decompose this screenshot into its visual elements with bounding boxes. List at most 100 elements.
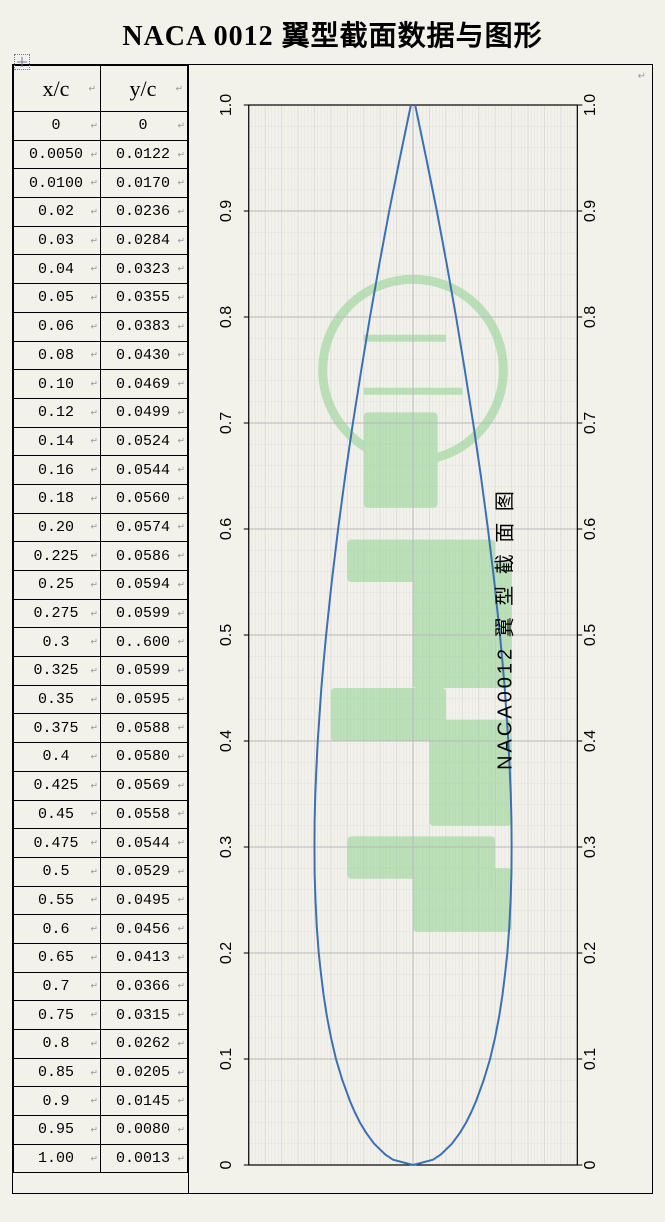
table-row: 0.18↵0.0560↵ (14, 484, 188, 513)
table-row: 0.05↵0.0355↵ (14, 284, 188, 313)
table-cell: 0.5↵ (14, 857, 101, 886)
table-cell: 0.0323↵ (101, 255, 188, 284)
table-row: 0.55↵0.0495↵ (14, 886, 188, 915)
svg-text:0.7: 0.7 (218, 412, 235, 434)
table-row: 0↵0↵ (14, 112, 188, 141)
table-cell: 0.16↵ (14, 456, 101, 485)
content-frame: x/c↵ y/c↵ 0↵0↵0.0050↵0.0122↵0.0100↵0.017… (12, 64, 653, 1194)
table-cell: 0.0456↵ (101, 915, 188, 944)
svg-text:0.2: 0.2 (218, 942, 235, 964)
table-cell: 0.0580↵ (101, 743, 188, 772)
table-cell: 0.0599↵ (101, 599, 188, 628)
svg-text:0.8: 0.8 (218, 306, 235, 328)
table-cell: 0.0262↵ (101, 1030, 188, 1059)
table-header-row: x/c↵ y/c↵ (14, 66, 188, 112)
table-cell: 0.05↵ (14, 284, 101, 313)
table-row: 0.45↵0.0558↵ (14, 800, 188, 829)
table-cell: 0.0529↵ (101, 857, 188, 886)
table-row: 0.4↵0.0580↵ (14, 743, 188, 772)
table-cell: 0.06↵ (14, 312, 101, 341)
table-cell: 0.0205↵ (101, 1058, 188, 1087)
table-cell: 0.375↵ (14, 714, 101, 743)
table-cell: 0.10↵ (14, 370, 101, 399)
data-table-wrap: x/c↵ y/c↵ 0↵0↵0.0050↵0.0122↵0.0100↵0.017… (13, 65, 189, 1193)
table-row: 0.8↵0.0262↵ (14, 1030, 188, 1059)
airfoil-chart-wrap: ↵ 00.10.20.30.40.50.60.70.80.91.000.10.2… (189, 65, 652, 1193)
table-row: 0.08↵0.0430↵ (14, 341, 188, 370)
svg-text:0.3: 0.3 (218, 836, 235, 858)
table-cell: 0.45↵ (14, 800, 101, 829)
table-cell: 0..600↵ (101, 628, 188, 657)
table-cell: 0.0544↵ (101, 456, 188, 485)
table-cell: 0.0100↵ (14, 169, 101, 198)
svg-text:0.3: 0.3 (582, 836, 599, 858)
table-cell: 0.85↵ (14, 1058, 101, 1087)
table-cell: 0.0430↵ (101, 341, 188, 370)
svg-text:1.0: 1.0 (218, 94, 235, 116)
svg-text:0.8: 0.8 (582, 306, 599, 328)
table-cell: 1.00↵ (14, 1144, 101, 1173)
table-cell: 0↵ (14, 112, 101, 141)
table-cell: 0.3↵ (14, 628, 101, 657)
table-row: 0.225↵0.0586↵ (14, 542, 188, 571)
table-cell: 0.0599↵ (101, 657, 188, 686)
table-cell: 0.225↵ (14, 542, 101, 571)
table-cell: 0.0383↵ (101, 312, 188, 341)
svg-text:0: 0 (582, 1160, 599, 1169)
table-row: 0.12↵0.0499↵ (14, 398, 188, 427)
table-row: 0.475↵0.0544↵ (14, 829, 188, 858)
svg-text:0.9: 0.9 (218, 200, 235, 222)
table-cell: 0.95↵ (14, 1116, 101, 1145)
table-cell: 0.425↵ (14, 771, 101, 800)
airfoil-data-table: x/c↵ y/c↵ 0↵0↵0.0050↵0.0122↵0.0100↵0.017… (13, 65, 188, 1173)
table-row: 0.85↵0.0205↵ (14, 1058, 188, 1087)
table-row: 0.04↵0.0323↵ (14, 255, 188, 284)
table-cell: 0.7↵ (14, 972, 101, 1001)
table-cell: 0.18↵ (14, 484, 101, 513)
table-cell: 0.0499↵ (101, 398, 188, 427)
table-row: 0.275↵0.0599↵ (14, 599, 188, 628)
table-row: 0.7↵0.0366↵ (14, 972, 188, 1001)
table-cell: 0.55↵ (14, 886, 101, 915)
table-row: 0.10↵0.0469↵ (14, 370, 188, 399)
table-cell: 0.0315↵ (101, 1001, 188, 1030)
svg-text:0.5: 0.5 (582, 624, 599, 646)
airfoil-chart: 00.10.20.30.40.50.60.70.80.91.000.10.20.… (189, 65, 652, 1193)
table-cell: 0.0560↵ (101, 484, 188, 513)
svg-text:0.6: 0.6 (582, 518, 599, 540)
table-row: 0.95↵0.0080↵ (14, 1116, 188, 1145)
table-cell: 0.0413↵ (101, 943, 188, 972)
table-cell: 0.0469↵ (101, 370, 188, 399)
svg-text:0.5: 0.5 (218, 624, 235, 646)
table-cell: 0.20↵ (14, 513, 101, 542)
table-row: 0.375↵0.0588↵ (14, 714, 188, 743)
table-row: 0.20↵0.0574↵ (14, 513, 188, 542)
table-cell: 0.12↵ (14, 398, 101, 427)
table-cell: 0.0145↵ (101, 1087, 188, 1116)
table-cell: 0.65↵ (14, 943, 101, 972)
table-cell: 0.0558↵ (101, 800, 188, 829)
svg-text:0.1: 0.1 (218, 1048, 235, 1070)
table-cell: 0.4↵ (14, 743, 101, 772)
svg-text:0.4: 0.4 (582, 730, 599, 752)
table-row: 0.0100↵0.0170↵ (14, 169, 188, 198)
table-cell: 0.0574↵ (101, 513, 188, 542)
table-cell: 0.0080↵ (101, 1116, 188, 1145)
svg-text:0.6: 0.6 (218, 518, 235, 540)
table-cell: 0.0284↵ (101, 226, 188, 255)
table-row: 0.06↵0.0383↵ (14, 312, 188, 341)
table-cell: 0↵ (101, 112, 188, 141)
table-cell: 0.02↵ (14, 198, 101, 227)
table-row: 0.75↵0.0315↵ (14, 1001, 188, 1030)
table-cell: 0.0013↵ (101, 1144, 188, 1173)
table-cell: 0.6↵ (14, 915, 101, 944)
table-row: 1.00↵0.0013↵ (14, 1144, 188, 1173)
svg-text:0: 0 (218, 1160, 235, 1169)
table-row: 0.9↵0.0145↵ (14, 1087, 188, 1116)
table-cell: 0.35↵ (14, 685, 101, 714)
table-cell: 0.0588↵ (101, 714, 188, 743)
chart-title-right: NACA0012 翼 型 截 面 图 (489, 488, 518, 770)
table-row: 0.16↵0.0544↵ (14, 456, 188, 485)
col-header-yc: y/c↵ (101, 66, 188, 112)
table-cell: 0.325↵ (14, 657, 101, 686)
